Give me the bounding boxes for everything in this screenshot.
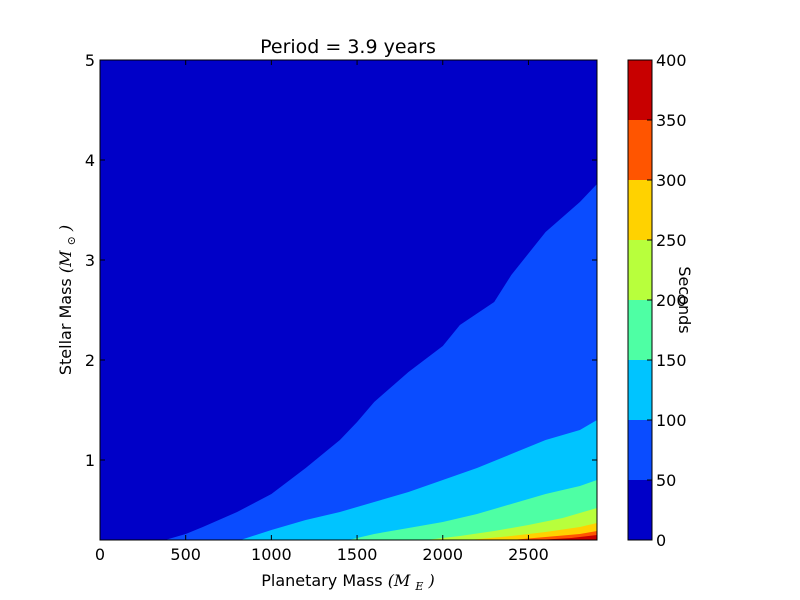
plot-frame — [99, 59, 598, 541]
contour-band-1 — [165, 184, 597, 540]
colorbar-tick-label: 250 — [656, 231, 687, 250]
colorbar-tick-label: 100 — [656, 411, 687, 430]
colorbar — [627, 59, 653, 541]
y-axis-label-unit-close: ) — [56, 225, 75, 232]
y-axis-ticks: 1 2 3 4 5 — [85, 51, 597, 470]
contour-band-7 — [537, 535, 597, 540]
colorbar-tick-label: 350 — [656, 111, 687, 130]
x-axis-label-unit: (M — [388, 571, 411, 590]
colorbar-tick-label: 0 — [656, 531, 666, 550]
colorbar-ticks: 0 50 100 150 200 250 300 350 400 — [647, 51, 687, 550]
colorbar-segment — [628, 120, 652, 180]
colorbar-segment — [628, 240, 652, 300]
colorbar-segment — [628, 180, 652, 240]
colorbar-segment — [628, 60, 652, 120]
colorbar-tick-label: 200 — [656, 291, 687, 310]
y-tick-label: 3 — [85, 251, 95, 270]
x-axis-label-text: Planetary Mass — [261, 571, 382, 590]
y-axis-label: Stellar Mass (M ⊙ ) — [56, 225, 79, 375]
y-tick-label: 5 — [85, 51, 95, 70]
y-axis-label-unit-sub: ⊙ — [65, 236, 78, 245]
x-tick-label: 2000 — [422, 545, 463, 564]
colorbar-tick-label: 150 — [656, 351, 687, 370]
colorbar-segment — [628, 300, 652, 360]
x-axis-label-unit-close: ) — [428, 571, 435, 590]
y-tick-label: 2 — [85, 351, 95, 370]
colorbar-tick-label: 50 — [656, 471, 676, 490]
x-tick-label: 1000 — [251, 545, 292, 564]
colorbar-tick-label: 400 — [656, 51, 687, 70]
y-tick-label: 4 — [85, 151, 95, 170]
colorbar-segment — [628, 480, 652, 540]
colorbar-segment — [628, 360, 652, 420]
y-axis-label-text: Stellar Mass — [56, 278, 75, 375]
colorbar-segment — [628, 420, 652, 480]
x-axis-ticks: 0 500 1000 1500 2000 2500 — [95, 60, 549, 564]
x-axis-label: Planetary Mass (M E ) — [261, 571, 435, 594]
y-tick-label: 1 — [85, 451, 95, 470]
colorbar-tick-label: 300 — [656, 171, 687, 190]
colorbar-label: Seconds — [675, 266, 694, 333]
x-tick-label: 500 — [170, 545, 201, 564]
chart-title: Period = 3.9 years — [260, 36, 436, 58]
contour-fills — [100, 60, 597, 540]
x-tick-label: 0 — [95, 545, 105, 564]
y-axis-label-unit: (M — [56, 250, 75, 273]
x-tick-label: 2500 — [508, 545, 549, 564]
x-tick-label: 1500 — [337, 545, 378, 564]
x-axis-label-unit-sub: E — [414, 580, 423, 593]
